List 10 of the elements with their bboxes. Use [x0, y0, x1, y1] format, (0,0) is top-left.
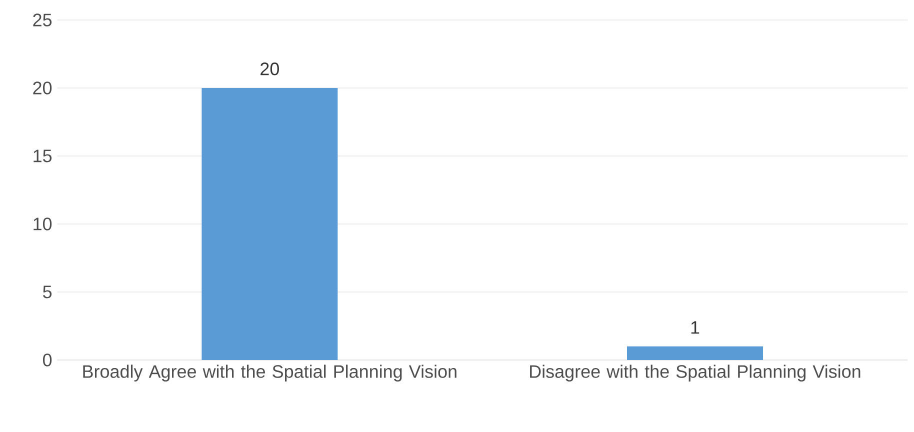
x-tick-label: Broadly Agree with the Spatial Planning Vision	[83, 364, 456, 382]
x-tick-label: Disagree with the Spatial Planning Vision	[530, 364, 860, 382]
y-tick-label: 20	[33, 82, 52, 94]
y-tick-label: 25	[33, 14, 52, 26]
data-label: 1	[691, 321, 700, 334]
y-tick-label: 15	[34, 150, 52, 162]
y-tick-label: 5	[43, 286, 52, 298]
y-tick-label: 10	[34, 218, 52, 230]
data-label: 20	[260, 62, 279, 76]
y-tick-label: 0	[43, 354, 52, 366]
